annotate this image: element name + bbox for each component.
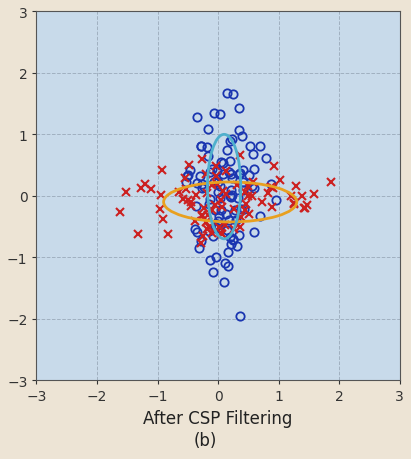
Text: (b): (b)	[194, 431, 217, 449]
X-axis label: After CSP Filtering: After CSP Filtering	[143, 409, 293, 427]
